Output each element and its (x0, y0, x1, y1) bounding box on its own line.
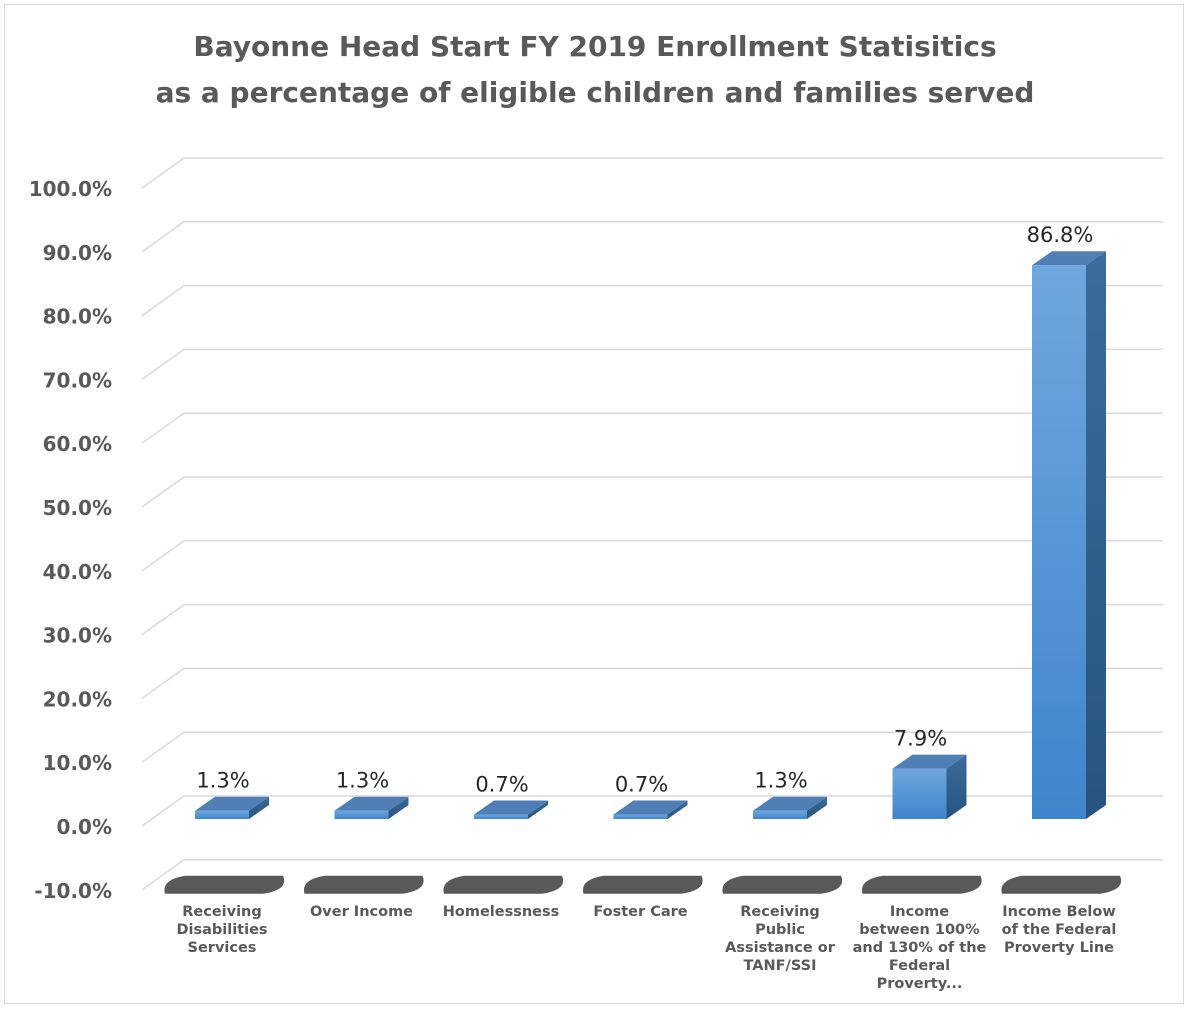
bar-shadow (164, 875, 285, 894)
data-label: 1.3% (336, 769, 389, 793)
bar (892, 768, 947, 819)
y-tick-label: 10.0% (43, 751, 112, 775)
x-axis-categories: Receiving Disabilities Services Over Income… (176, 904, 1116, 992)
y-tick-label: 50.0% (43, 496, 112, 520)
x-category-label-line: and 130% of the (853, 940, 987, 956)
chart-frame (4, 4, 1184, 1004)
y-tick-label: 30.0% (43, 624, 112, 648)
bar-top (753, 796, 827, 811)
bar-side (946, 754, 967, 819)
bar (474, 814, 528, 819)
y-tick-label: 80.0% (43, 305, 112, 329)
bar-top (613, 800, 688, 815)
x-category-label-line: Disabilities (176, 922, 267, 938)
chart-title: Bayonne Head Start FY 2019 Enrollment St… (0, 24, 1190, 116)
gridline (141, 795, 1163, 827)
chart-title-line1: Bayonne Head Start FY 2019 Enrollment St… (193, 30, 997, 63)
bar-side (667, 800, 688, 819)
x-category-label: Income between 100% and 130% of the Federal… (853, 904, 987, 992)
gridline (141, 348, 1163, 381)
x-category-label-line: Over Income (310, 904, 413, 920)
bar-shadow (722, 875, 843, 894)
gridline (141, 603, 1163, 636)
bar-top (474, 800, 548, 815)
x-category-label: Receiving Disabilities Services (176, 904, 267, 956)
gridline (141, 157, 1163, 189)
x-category-label-line: between 100% (859, 922, 980, 938)
x-category-label-line: Proverty... (877, 976, 963, 992)
gridline (141, 859, 1163, 891)
bar (1032, 265, 1086, 819)
data-labels: 1.3% 1.3% 0.7% 0.7% 1.3% 7.9% 86.8% (196, 223, 1093, 796)
gridline (141, 476, 1163, 508)
x-category-label-line: Assistance or (725, 940, 836, 956)
bar (334, 810, 389, 819)
x-category-label-line: Income (890, 904, 949, 920)
bar-shadow (443, 875, 564, 894)
x-category-label: Over Income (310, 904, 413, 920)
bar-top (892, 754, 967, 769)
gridline (141, 667, 1163, 700)
x-category-label-line: Proverty Line (1004, 940, 1114, 956)
bar-shadow (303, 875, 424, 894)
y-tick-label: -10.0% (34, 879, 112, 903)
x-category-label-line: Income Below (1002, 904, 1115, 920)
x-category-label-line: Services (188, 940, 257, 956)
y-tick-label: 20.0% (43, 687, 112, 711)
bar-shadow (582, 875, 703, 894)
data-label: 0.7% (475, 773, 528, 797)
gridline (141, 731, 1163, 763)
bar (753, 810, 807, 819)
x-category-label-line: Foster Care (593, 904, 687, 920)
x-category-label: Foster Care (593, 904, 687, 920)
x-category-label-line: Public (755, 922, 805, 938)
bar-top (195, 796, 269, 811)
x-category-label: Homelessness (443, 904, 560, 920)
y-tick-label: 70.0% (43, 368, 112, 392)
bar (613, 814, 668, 819)
gridline (141, 412, 1163, 444)
bar-side (528, 800, 548, 819)
gridline (141, 540, 1163, 572)
floor-shadows (164, 875, 1122, 894)
bar (195, 810, 249, 819)
gridline (141, 284, 1163, 317)
y-tick-label: 40.0% (43, 560, 112, 584)
gridline (141, 221, 1163, 253)
x-category-label-line: Homelessness (443, 904, 560, 920)
bar-top (1032, 251, 1106, 266)
x-category-label-line: Federal (889, 958, 950, 974)
bar-side (807, 796, 827, 819)
bar-shadow (1001, 875, 1122, 894)
y-tick-label: 100.0% (29, 177, 112, 201)
y-tick-label: 90.0% (43, 241, 112, 265)
x-category-label: Income Below of the Federal Proverty Line (1002, 904, 1117, 956)
x-category-label-line: TANF/SSI (744, 958, 817, 974)
data-label: 7.9% (894, 727, 947, 751)
bar-top (334, 796, 409, 811)
data-label: 0.7% (615, 773, 668, 797)
bars (195, 251, 1106, 819)
bar-shadow (861, 875, 982, 894)
y-axis-ticks: 100.0% 90.0% 80.0% 70.0% 60.0% 50.0% 40.0% 30.0… (29, 177, 112, 903)
y-tick-label: 60.0% (43, 432, 112, 456)
bar-side (1086, 251, 1106, 819)
x-category-label: Receiving Public Assistance or TANF/SSI (725, 904, 836, 974)
y-tick-label: 0.0% (57, 815, 112, 839)
bar-side (388, 796, 409, 819)
data-label: 1.3% (196, 769, 249, 793)
x-category-label-line: of the Federal (1002, 922, 1117, 938)
data-label: 86.8% (1027, 223, 1094, 247)
bar-side (249, 796, 269, 819)
gridlines (141, 157, 1163, 891)
chart-subtitle: as a percentage of eligible children and… (155, 76, 1035, 109)
x-category-label-line: Receiving (740, 904, 820, 920)
data-label: 1.3% (754, 769, 807, 793)
x-category-label-line: Receiving (182, 904, 262, 920)
